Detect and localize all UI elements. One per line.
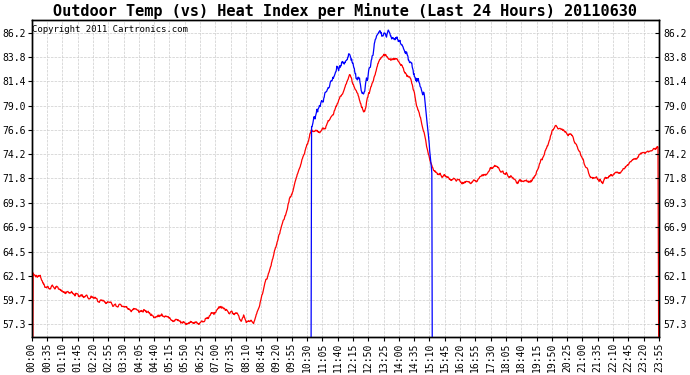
Text: Copyright 2011 Cartronics.com: Copyright 2011 Cartronics.com xyxy=(32,25,188,34)
Title: Outdoor Temp (vs) Heat Index per Minute (Last 24 Hours) 20110630: Outdoor Temp (vs) Heat Index per Minute … xyxy=(53,3,638,19)
